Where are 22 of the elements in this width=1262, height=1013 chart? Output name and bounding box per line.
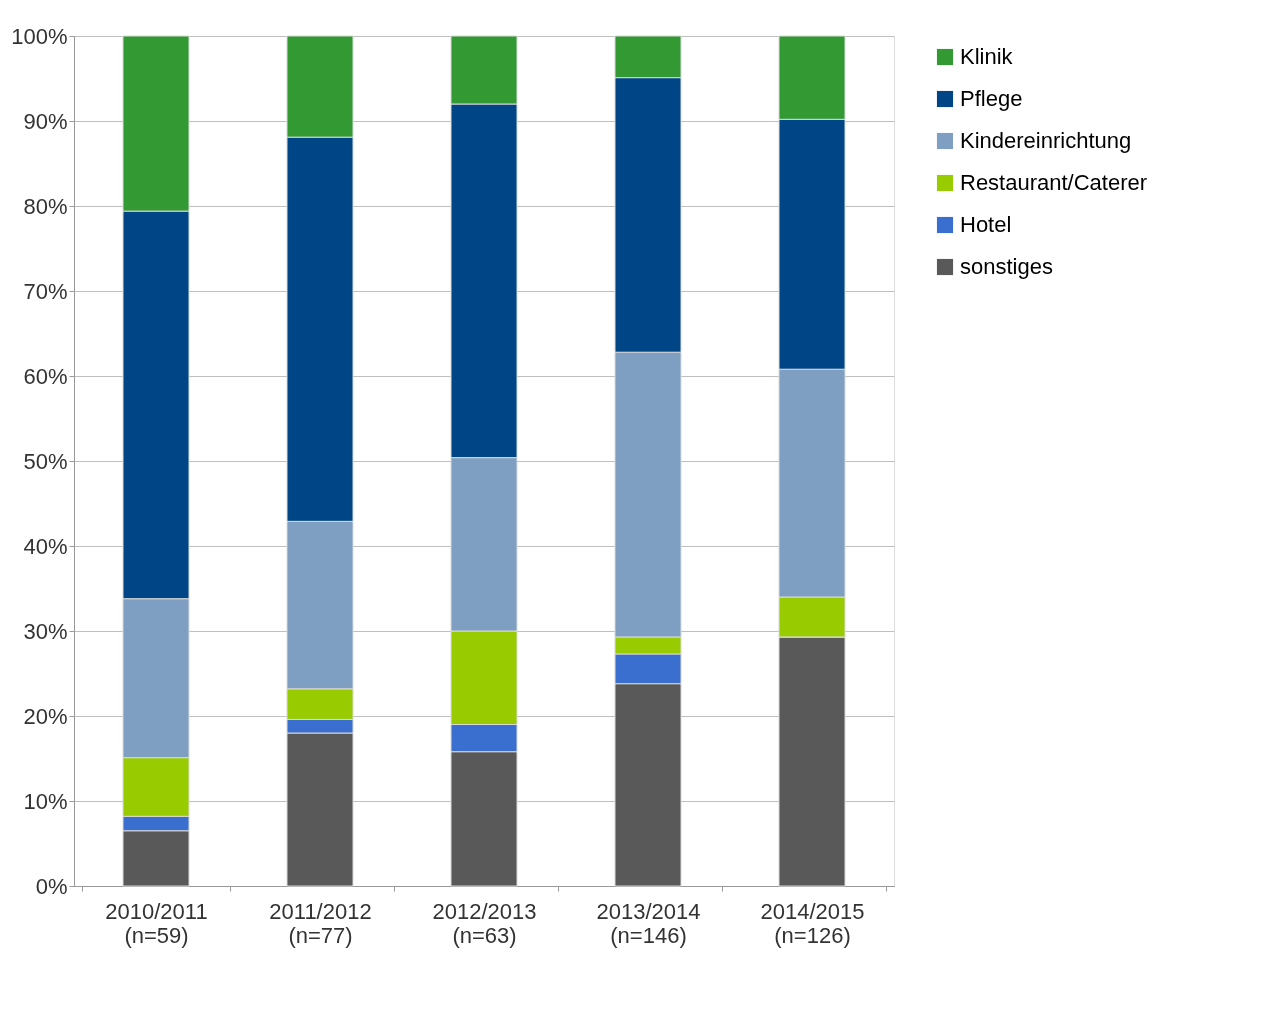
y-tick-label: 50% — [23, 448, 68, 474]
x-tick-label: 2014/2015 (n=126) — [760, 898, 865, 948]
x-tick-label: 2012/2013 (n=63) — [432, 898, 537, 948]
x-tick-label: 2010/2011 (n=59) — [105, 898, 208, 948]
y-tick-label: 100% — [11, 23, 68, 49]
legend-label: Hotel — [960, 212, 1012, 237]
legend-label: sonstiges — [960, 254, 1053, 279]
legend-label: Pflege — [960, 86, 1023, 111]
legend-label: Klinik — [960, 44, 1014, 69]
y-tick-label: 90% — [23, 108, 68, 134]
x-tick-label: 2011/2012 (n=77) — [269, 898, 372, 948]
y-tick-label: 80% — [23, 193, 68, 219]
y-tick-label: 70% — [23, 278, 68, 304]
legend-label: Restaurant/Caterer — [960, 170, 1148, 195]
x-tick-label: 2013/2014 (n=146) — [596, 898, 701, 948]
y-tick-label: 20% — [23, 703, 68, 729]
y-tick-label: 60% — [23, 363, 68, 389]
y-tick-label: 0% — [35, 873, 68, 899]
legend-label: Kindereinrichtung — [960, 128, 1132, 153]
y-tick-label: 30% — [23, 618, 68, 644]
y-tick-label: 10% — [23, 788, 68, 814]
y-tick-label: 40% — [23, 533, 68, 559]
